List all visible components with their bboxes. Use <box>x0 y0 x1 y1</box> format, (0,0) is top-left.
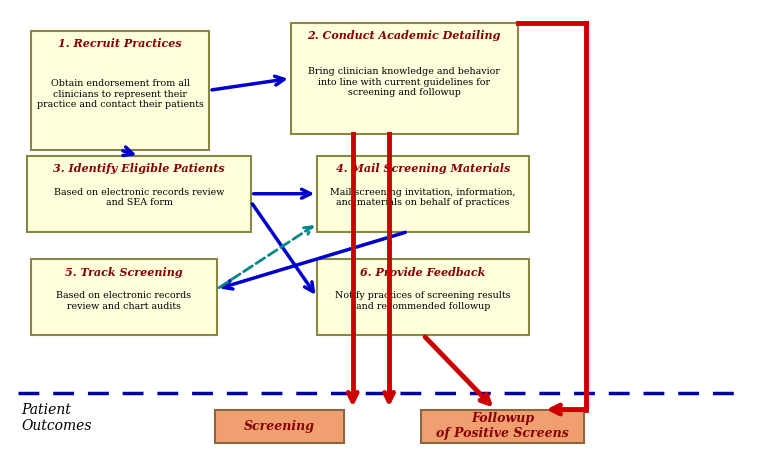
Text: 1. Recruit Practices: 1. Recruit Practices <box>58 38 182 49</box>
FancyBboxPatch shape <box>317 156 530 232</box>
FancyBboxPatch shape <box>215 410 343 443</box>
Text: 6. Provide Feedback: 6. Provide Feedback <box>360 267 486 277</box>
FancyBboxPatch shape <box>31 259 217 335</box>
FancyBboxPatch shape <box>421 410 584 443</box>
Text: Based on electronic records
review and chart audits: Based on electronic records review and c… <box>56 291 192 311</box>
Text: 4. Mail Screening Materials: 4. Mail Screening Materials <box>336 163 510 174</box>
Text: 5. Track Screening: 5. Track Screening <box>65 267 183 277</box>
Text: Obtain endorsement from all
clinicians to represent their
practice and contact t: Obtain endorsement from all clinicians t… <box>37 79 204 109</box>
Text: 2. Conduct Academic Detailing: 2. Conduct Academic Detailing <box>307 30 501 41</box>
FancyBboxPatch shape <box>27 156 251 232</box>
Text: Followup
of Positive Screens: Followup of Positive Screens <box>436 412 569 440</box>
Text: 3. Identify Eligible Patients: 3. Identify Eligible Patients <box>53 163 225 174</box>
Text: Bring clinician knowledge and behavior
into line with current guidelines for
scr: Bring clinician knowledge and behavior i… <box>308 67 501 97</box>
Text: Notify practices of screening results
and recommended followup: Notify practices of screening results an… <box>336 291 511 311</box>
Text: Patient
Outcomes: Patient Outcomes <box>21 403 92 433</box>
Text: Mail screening invitation, information,
and materials on behalf of practices: Mail screening invitation, information, … <box>330 188 516 207</box>
FancyBboxPatch shape <box>31 31 209 150</box>
FancyBboxPatch shape <box>317 259 530 335</box>
Text: Screening: Screening <box>243 420 315 433</box>
Text: Based on electronic records review
and SEA form: Based on electronic records review and S… <box>54 188 224 207</box>
FancyBboxPatch shape <box>291 23 518 134</box>
